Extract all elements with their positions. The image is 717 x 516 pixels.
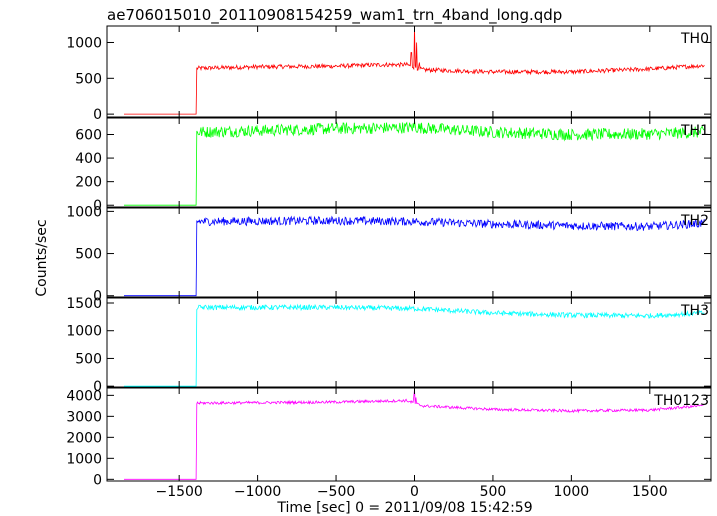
panel-label: TH2 bbox=[680, 213, 709, 229]
x-tick-label: 1500 bbox=[632, 484, 668, 500]
y-tick-label: 0 bbox=[93, 379, 102, 395]
y-tick-label: 200 bbox=[75, 175, 102, 191]
panel-label: TH3 bbox=[680, 303, 709, 319]
y-tick-label: 0 bbox=[93, 198, 102, 214]
y-tick-label: 0 bbox=[93, 107, 102, 123]
y-tick-label: 1000 bbox=[66, 35, 102, 51]
panel-frame bbox=[106, 387, 712, 482]
panel-label: TH0 bbox=[680, 31, 709, 47]
panel-frame bbox=[106, 207, 712, 298]
y-tick-label: 600 bbox=[75, 128, 102, 144]
series-line-th0 bbox=[124, 26, 705, 115]
series-line-th1 bbox=[124, 120, 705, 206]
x-tick-label: 500 bbox=[480, 484, 507, 500]
panel-frame bbox=[106, 117, 712, 208]
series-line-th0123 bbox=[124, 388, 705, 480]
panel-th0: 0 500 1000 TH0 bbox=[66, 25, 712, 123]
panel-th2: 0 500 1000 TH2 bbox=[66, 204, 712, 305]
y-tick-label: 500 bbox=[75, 247, 102, 263]
y-tick-label: 2000 bbox=[66, 430, 102, 446]
series-line-th2 bbox=[124, 215, 705, 297]
y-tick-label: 1000 bbox=[66, 204, 102, 220]
y-tick-label: 500 bbox=[75, 71, 102, 87]
y-axis-label: Counts/sec bbox=[34, 219, 50, 296]
y-tick-label: 1500 bbox=[66, 296, 102, 312]
panel-label: TH0123 bbox=[653, 393, 709, 409]
y-tick-label: 0 bbox=[93, 289, 102, 305]
x-tick-label: −500 bbox=[317, 484, 355, 500]
panel-frame bbox=[106, 25, 712, 118]
panels: 0 500 1000 TH0 0 200 400 600 TH1 0 500 1000 TH2 0 500 1… bbox=[66, 25, 712, 500]
y-tick-label: 500 bbox=[75, 351, 102, 367]
panel-label: TH1 bbox=[680, 123, 709, 139]
y-tick-label: 1000 bbox=[66, 451, 102, 467]
y-tick-label: 400 bbox=[75, 151, 102, 167]
y-tick-label: 3000 bbox=[66, 409, 102, 425]
x-tick-label: −1500 bbox=[155, 484, 202, 500]
panel-th1: 0 200 400 600 TH1 bbox=[75, 117, 712, 214]
y-tick-label: 0 bbox=[93, 472, 102, 488]
panel-th3: 0 500 1000 1500 TH3 bbox=[66, 296, 712, 395]
x-axis-label: Time [sec] 0 = 2011/09/08 15:42:59 bbox=[276, 500, 532, 516]
panel-frame bbox=[106, 297, 712, 388]
x-tick-label: −1000 bbox=[234, 484, 281, 500]
series-line-th3 bbox=[124, 303, 705, 387]
x-tick-label: 0 bbox=[410, 484, 419, 500]
panel-th0123: 0 1000 2000 3000 4000 TH0123 bbox=[66, 387, 712, 488]
x-tick-label: 1000 bbox=[554, 484, 590, 500]
chart-title: ae706015010_20110908154259_wam1_trn_4ban… bbox=[107, 6, 562, 25]
y-tick-label: 4000 bbox=[66, 388, 102, 404]
y-tick-label: 1000 bbox=[66, 324, 102, 340]
